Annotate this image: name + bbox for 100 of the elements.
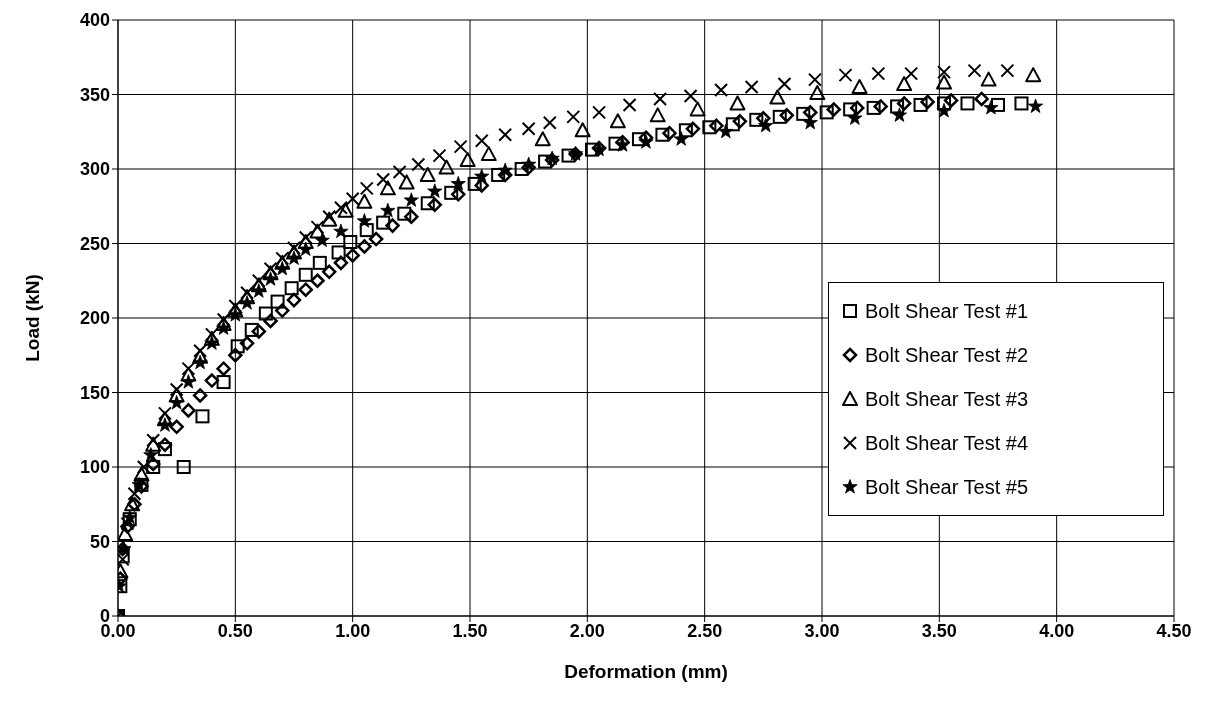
point bbox=[181, 403, 196, 418]
point bbox=[450, 176, 466, 191]
point bbox=[936, 102, 952, 118]
point bbox=[127, 486, 142, 501]
point bbox=[420, 196, 435, 211]
point bbox=[444, 185, 459, 200]
point bbox=[890, 99, 905, 114]
point bbox=[689, 101, 706, 117]
point bbox=[397, 206, 412, 221]
x-tick-label: 2.50 bbox=[687, 620, 723, 641]
point bbox=[156, 411, 173, 427]
x-tick-label: 4.00 bbox=[1039, 620, 1075, 641]
point bbox=[244, 322, 259, 337]
point bbox=[228, 348, 243, 363]
point bbox=[404, 209, 419, 224]
point bbox=[1000, 63, 1015, 78]
point bbox=[913, 97, 928, 112]
point bbox=[337, 202, 354, 218]
point bbox=[729, 95, 746, 111]
point bbox=[974, 91, 989, 107]
point bbox=[1028, 98, 1044, 113]
point bbox=[427, 183, 443, 198]
point bbox=[683, 88, 698, 103]
y-tick-label: 200 bbox=[79, 308, 110, 329]
legend-label: Bolt Shear Test #4 bbox=[865, 431, 1029, 455]
point bbox=[333, 200, 348, 215]
point bbox=[498, 127, 513, 142]
point bbox=[937, 65, 952, 80]
point bbox=[561, 148, 576, 163]
point bbox=[270, 294, 285, 309]
point bbox=[474, 168, 490, 183]
point bbox=[777, 77, 792, 92]
point bbox=[807, 72, 822, 87]
point bbox=[1025, 67, 1042, 83]
point bbox=[432, 148, 447, 163]
point bbox=[419, 166, 436, 182]
point bbox=[904, 66, 919, 81]
point bbox=[274, 260, 290, 276]
point bbox=[239, 336, 255, 351]
point bbox=[263, 313, 278, 329]
point bbox=[983, 100, 999, 115]
point bbox=[133, 466, 150, 482]
point bbox=[427, 197, 443, 213]
point bbox=[250, 277, 267, 293]
point bbox=[227, 307, 243, 322]
point bbox=[216, 361, 231, 376]
point bbox=[275, 303, 290, 318]
point bbox=[157, 437, 173, 452]
point bbox=[796, 106, 811, 121]
point bbox=[359, 223, 374, 238]
point bbox=[609, 113, 626, 129]
point bbox=[866, 100, 881, 115]
y-tick-label: 150 bbox=[79, 382, 110, 403]
point bbox=[943, 93, 959, 108]
y-tick-label: 300 bbox=[79, 159, 110, 180]
point bbox=[937, 96, 952, 111]
point bbox=[622, 97, 637, 112]
point bbox=[356, 193, 373, 209]
point bbox=[538, 154, 553, 169]
legend-label: Bolt Shear Test #5 bbox=[865, 475, 1029, 499]
point bbox=[204, 373, 220, 388]
point bbox=[168, 387, 185, 403]
point bbox=[491, 167, 506, 182]
point bbox=[403, 192, 419, 207]
point bbox=[678, 123, 693, 138]
point bbox=[772, 109, 787, 124]
point bbox=[896, 76, 913, 92]
point bbox=[758, 117, 774, 133]
point bbox=[331, 245, 346, 260]
point bbox=[118, 526, 134, 542]
x-tick-label: 2.00 bbox=[569, 620, 605, 641]
legend-label: Bolt Shear Test #2 bbox=[865, 343, 1029, 367]
x-tick-label: 1.00 bbox=[335, 620, 371, 641]
point bbox=[321, 264, 337, 280]
point bbox=[459, 152, 476, 168]
point bbox=[534, 131, 551, 147]
legend-label: Bolt Shear Test #3 bbox=[865, 387, 1029, 411]
point bbox=[514, 162, 529, 176]
point bbox=[157, 442, 172, 457]
point bbox=[521, 156, 537, 171]
point bbox=[819, 105, 834, 120]
point bbox=[826, 102, 841, 117]
point bbox=[263, 271, 279, 286]
point bbox=[779, 108, 795, 123]
point bbox=[169, 382, 184, 397]
point bbox=[203, 330, 220, 346]
point bbox=[181, 361, 196, 376]
point bbox=[380, 202, 396, 218]
point bbox=[725, 117, 740, 132]
point bbox=[847, 110, 863, 125]
point bbox=[230, 339, 245, 354]
point bbox=[631, 132, 646, 147]
point bbox=[685, 121, 701, 137]
point bbox=[718, 123, 734, 139]
point bbox=[192, 354, 208, 370]
point bbox=[732, 114, 748, 129]
point bbox=[314, 232, 330, 247]
point bbox=[251, 283, 267, 298]
point bbox=[239, 295, 255, 310]
point bbox=[286, 244, 302, 260]
